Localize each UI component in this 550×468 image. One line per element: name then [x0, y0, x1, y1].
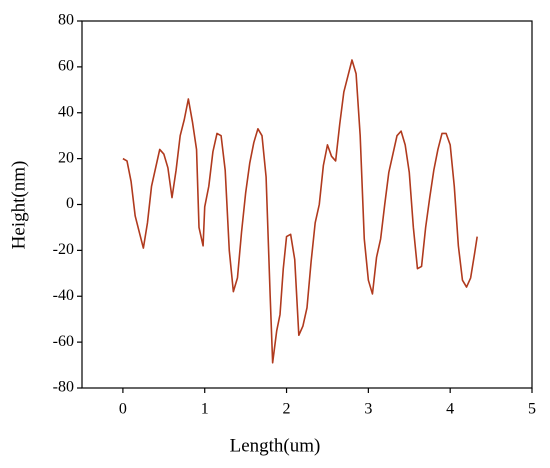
y-tick-label: -20 — [53, 241, 74, 258]
y-tick-label: -40 — [53, 287, 74, 304]
y-tick-label: 20 — [58, 149, 74, 166]
y-tick-label: -80 — [53, 379, 74, 396]
x-tick-label: 2 — [283, 401, 291, 418]
y-tick-label: 0 — [66, 195, 74, 212]
x-tick-label: 1 — [201, 401, 209, 418]
x-tick-label: 3 — [364, 401, 372, 418]
y-tick-label: -60 — [53, 333, 74, 350]
x-tick-label: 4 — [446, 401, 454, 418]
x-axis-label: Length(um) — [230, 435, 321, 456]
y-axis-label: Height(nm) — [8, 161, 29, 250]
y-tick-label: 40 — [58, 103, 74, 120]
x-tick-label: 5 — [528, 401, 536, 418]
y-tick-label: 60 — [58, 58, 74, 75]
y-tick-label: 80 — [58, 12, 74, 29]
data-line — [122, 59, 478, 364]
x-tick-label: 0 — [119, 401, 127, 418]
